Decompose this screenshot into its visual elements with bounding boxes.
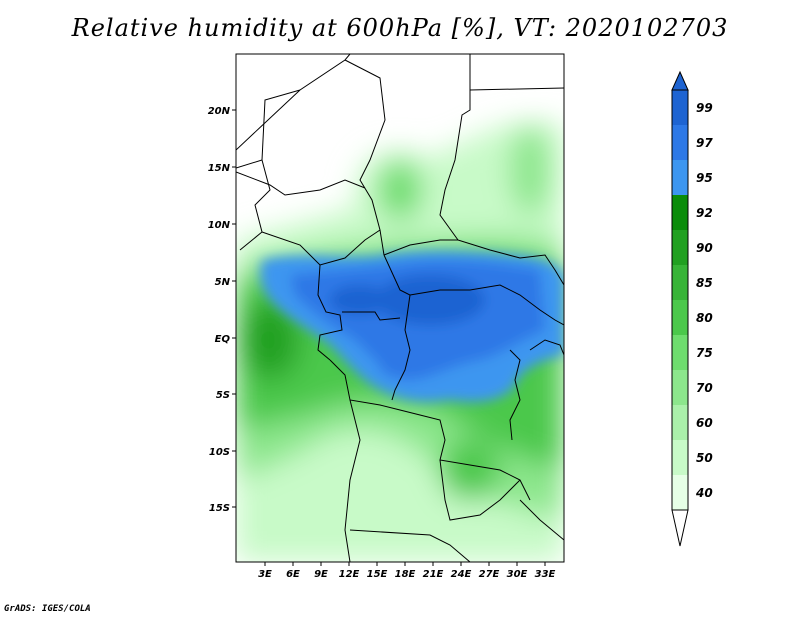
colorbar-label: 92 [696, 206, 713, 220]
colorbar-segment [672, 370, 688, 405]
colorbar-label: 97 [696, 136, 713, 150]
colorbar-outline [671, 89, 689, 511]
lat-tick-label: 15N [208, 163, 231, 174]
lon-tick-label: 33E [535, 569, 556, 580]
colorbar-label: 50 [696, 451, 713, 465]
colorbar-label: 90 [696, 241, 713, 255]
colorbar-label: 40 [695, 486, 713, 500]
colorbar-segment [672, 195, 688, 230]
lat-tick-label: 20N [208, 106, 231, 117]
lon-tick-label: 6E [286, 569, 300, 580]
lon-tick-label: 15E [367, 569, 388, 580]
map-title: Relative humidity at 600hPa [%], VT: 202… [71, 14, 729, 42]
grads-credit: GrADS: IGES/COLA [4, 604, 91, 614]
colorbar-label: 95 [696, 171, 713, 185]
lat-tick-label: 15S [209, 503, 230, 514]
colorbar-segment [672, 300, 688, 335]
colorbar-segment [672, 475, 688, 510]
humidity-field [236, 54, 564, 562]
colorbar-segment [672, 440, 688, 475]
lon-tick-label: 3E [258, 569, 272, 580]
colorbar-segment [672, 125, 688, 160]
lon-tick-label: 24E [451, 569, 472, 580]
lat-tick-label: 5S [216, 390, 230, 401]
colorbar-label: 99 [696, 101, 713, 115]
lon-tick-label: 18E [395, 569, 416, 580]
map-frame [235, 53, 565, 563]
latitude-axis: 20N 15N 10N 5N EQ 5S 10S 15S [208, 106, 236, 514]
lat-tick-label: 10S [209, 447, 230, 458]
lon-tick-label: 30E [507, 569, 528, 580]
colorbar-label: 60 [696, 416, 713, 430]
lat-tick-label: EQ [215, 334, 231, 345]
lon-tick-label: 21E [423, 569, 444, 580]
colorbar-label: 80 [696, 311, 713, 325]
colorbar-top-arrow [671, 70, 689, 91]
lon-tick-label: 9E [314, 569, 328, 580]
lon-tick-label: 27E [479, 569, 500, 580]
longitude-axis: 3E 6E 9E 12E 15E 18E 21E 24E 27E 30E 33E [258, 562, 556, 580]
country-borders [236, 54, 564, 562]
colorbar-segment [672, 405, 688, 440]
colorbar-segment [672, 90, 688, 125]
colorbar-bottom-arrow [671, 509, 689, 547]
lat-tick-label: 5N [215, 277, 231, 288]
colorbar-label: 75 [696, 346, 713, 360]
lat-tick-label: 10N [208, 220, 231, 231]
colorbar: 99 97 95 92 90 85 80 75 70 60 50 40 [671, 70, 713, 547]
colorbar-label: 85 [696, 276, 713, 290]
colorbar-segment [672, 265, 688, 300]
colorbar-segment [672, 160, 688, 195]
colorbar-segment [672, 230, 688, 265]
colorbar-label: 70 [696, 381, 713, 395]
colorbar-segment [672, 335, 688, 370]
lon-tick-label: 12E [339, 569, 360, 580]
